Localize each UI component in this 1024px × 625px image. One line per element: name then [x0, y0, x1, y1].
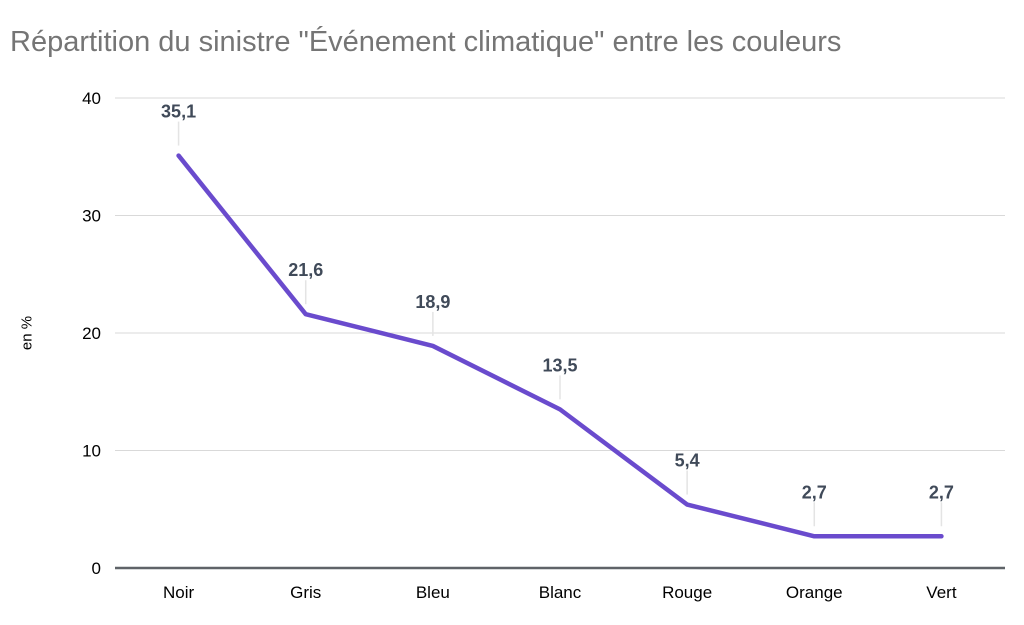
x-tick-label: Orange	[786, 583, 843, 602]
data-label: 18,9	[415, 292, 450, 312]
data-label: 2,7	[802, 482, 827, 502]
x-tick-label: Rouge	[662, 583, 712, 602]
chart-title: Répartition du sinistre "Événement clima…	[10, 26, 842, 58]
y-tick-label: 10	[82, 442, 101, 461]
series-line	[176, 153, 944, 539]
y-tick-label: 20	[82, 324, 101, 343]
x-tick-label: Noir	[163, 583, 195, 602]
data-label: 21,6	[288, 260, 323, 280]
y-tick-label: 40	[82, 89, 101, 108]
y-tick-label: 30	[82, 207, 101, 226]
x-tick-label: Vert	[926, 583, 957, 602]
x-tick-label: Bleu	[416, 583, 450, 602]
y-tick-label: 0	[92, 559, 101, 578]
data-label: 5,4	[675, 451, 700, 471]
data-label: 2,7	[929, 482, 954, 502]
data-label: 13,5	[542, 355, 577, 375]
data-label: 35,1	[161, 102, 196, 122]
x-tick-label: Gris	[290, 583, 321, 602]
x-tick-label: Blanc	[539, 583, 582, 602]
